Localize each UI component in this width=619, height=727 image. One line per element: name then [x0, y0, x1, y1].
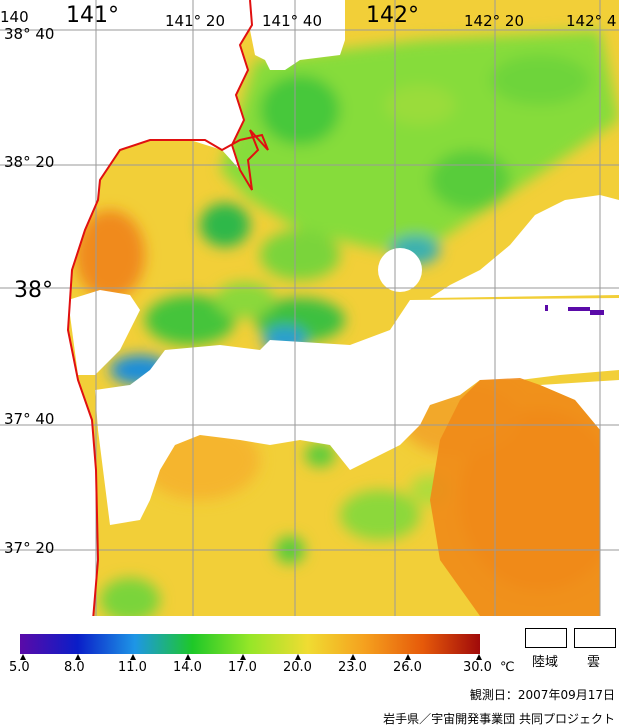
colorbar-tick-30: 30.0 — [463, 660, 492, 675]
land-legend-label: 陸域 — [532, 655, 559, 670]
colorbar-tick-20: 20.0 — [283, 660, 312, 675]
project-credit: 岩手県／宇宙開発事業団 共同プロジェクト — [383, 712, 615, 726]
land-area — [0, 0, 252, 616]
colorbar-tick-8: 8.0 — [64, 660, 85, 675]
cloud-mid — [68, 290, 140, 375]
cloud-north — [232, 0, 345, 70]
lon-label-141: 141° — [66, 3, 119, 28]
lon-label-142-20: 142° 20 — [464, 12, 524, 30]
lat-label-37-20: 37° 20 — [4, 539, 55, 557]
land-legend-swatch — [525, 628, 567, 648]
warm-water-east — [430, 378, 600, 616]
sst-map — [0, 0, 619, 616]
unit-label: ℃ — [500, 660, 515, 675]
cloud-legend-label: 雲 — [587, 655, 601, 670]
colorbar-tick-23: 23.0 — [338, 660, 367, 675]
colorbar-tick-17: 17.0 — [228, 660, 257, 675]
cloud-areas — [68, 0, 619, 616]
colorbar-tick-26: 26.0 — [393, 660, 422, 675]
coastline — [66, 0, 269, 616]
lon-label-142: 142° — [366, 3, 419, 28]
colorbar-tick-14: 14.0 — [173, 660, 202, 675]
lon-label-140: 140 — [0, 8, 29, 26]
temperature-colorbar — [20, 634, 480, 654]
observation-date: 観測日：2007年09月17日 — [469, 688, 615, 702]
lon-label-142-40: 142° 4 — [566, 12, 617, 30]
colorbar-tick-5: 5.0 — [9, 660, 30, 675]
cloud-legend-swatch — [574, 628, 616, 648]
cloud-band — [95, 298, 619, 525]
lat-label-38: 38° — [14, 278, 53, 303]
lon-label-141-20: 141° 20 — [165, 12, 225, 30]
cloud-east — [540, 380, 619, 616]
lat-label-38-40: 38° 40 — [4, 25, 55, 43]
colorbar-ticks — [20, 654, 482, 660]
colorbar-tick-11: 11.0 — [118, 660, 147, 675]
lat-label-37-40: 37° 40 — [4, 410, 55, 428]
lon-label-141-40: 141° 40 — [262, 12, 322, 30]
cloud-northeast — [430, 195, 619, 298]
lat-label-38-20: 38° 20 — [4, 153, 55, 171]
